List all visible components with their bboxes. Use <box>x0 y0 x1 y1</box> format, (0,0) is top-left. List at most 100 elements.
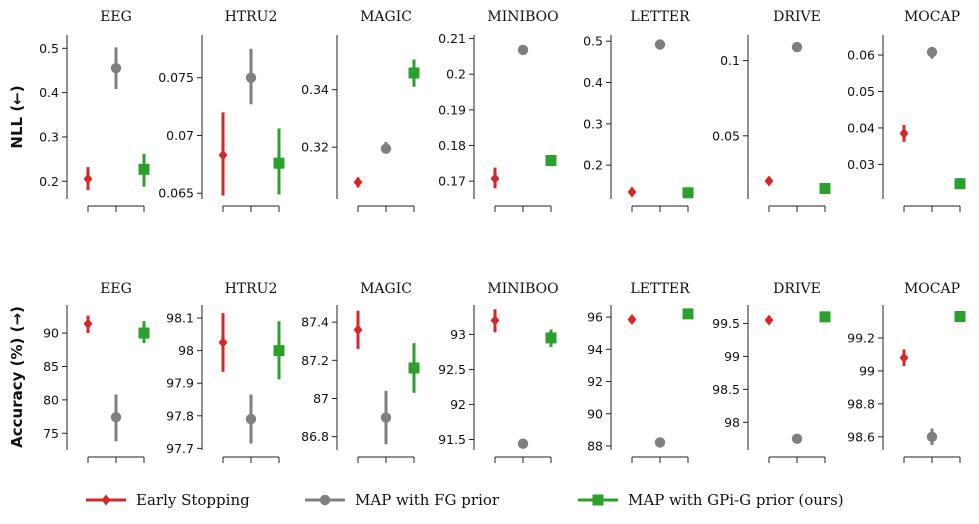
y-tick-label: 0.03 <box>847 157 875 172</box>
data-point <box>380 143 392 154</box>
panel-0-6: MOCAP 0.03 0.04 0.05 0.06 <box>847 9 966 212</box>
y-tick-label: 0.17 <box>438 174 466 189</box>
y-tick-label: 0.06 <box>847 48 875 63</box>
y-tick-label: 75 <box>43 426 59 441</box>
y-tick-label: 0.075 <box>158 70 194 85</box>
data-point <box>83 173 93 185</box>
data-point <box>764 175 774 187</box>
legend-marker <box>319 494 331 506</box>
data-point <box>490 173 500 185</box>
data-point <box>926 431 938 443</box>
y-tick-label: 0.05 <box>847 84 875 99</box>
data-point <box>926 46 938 58</box>
panel-title: MOCAP <box>904 9 960 25</box>
y-tick-label: 0.19 <box>438 102 466 117</box>
y-tick-label: 87.2 <box>301 353 329 368</box>
panel-title: DRIVE <box>773 9 821 25</box>
panel-title: MAGIC <box>360 9 412 25</box>
y-tick-label: 90 <box>43 326 59 341</box>
y-tick-label: 92.5 <box>438 362 466 377</box>
y-tick-label: 0.21 <box>438 31 466 46</box>
y-tick-label: 99.5 <box>712 316 740 331</box>
panel-title: MINIBOO <box>487 281 558 297</box>
data-point <box>218 149 228 161</box>
y-tick-label: 98 <box>178 343 194 358</box>
data-point <box>899 127 909 139</box>
panel-1-5: DRIVE 98 98.5 99 99.5 <box>712 281 831 463</box>
y-tick-label: 0.2 <box>583 158 603 173</box>
data-point <box>545 154 557 166</box>
data-point <box>682 308 694 320</box>
panel-1-4: LETTER 88 90 92 94 96 <box>587 281 694 463</box>
data-point <box>380 412 392 423</box>
data-point <box>110 63 122 74</box>
legend: Early Stopping MAP with FG prior MAP with … <box>86 491 844 509</box>
panel-1-1: HTRU2 97.7 97.8 97.9 98 98.1 <box>166 281 285 463</box>
y-tick-label: 0.2 <box>39 174 59 189</box>
data-point <box>273 157 285 169</box>
data-point <box>218 336 228 348</box>
data-point <box>791 41 803 53</box>
y-tick-label: 85 <box>43 359 59 374</box>
data-point <box>138 163 150 175</box>
data-point <box>654 39 666 50</box>
data-point <box>954 178 966 190</box>
row-label-nll: NLL (←) <box>8 85 26 148</box>
panel-1-6: MOCAP 98.6 98.8 99 99.2 <box>847 281 966 463</box>
panel-title: EEG <box>100 9 132 25</box>
data-point <box>791 433 803 444</box>
panel-title: LETTER <box>630 281 690 297</box>
panel-title: LETTER <box>630 9 690 25</box>
y-tick-label: 98 <box>724 415 740 430</box>
y-tick-label: 98.8 <box>847 396 875 411</box>
y-tick-label: 86.8 <box>301 429 329 444</box>
data-point <box>819 311 831 323</box>
panel-title: MINIBOO <box>487 9 558 25</box>
data-point <box>682 187 694 199</box>
y-tick-label: 99.2 <box>847 330 875 345</box>
legend-label: Early Stopping <box>136 491 250 509</box>
data-point <box>517 438 529 449</box>
y-tick-label: 97.7 <box>166 441 194 456</box>
y-tick-label: 0.2 <box>446 67 466 82</box>
panel-0-0: EEG 0.2 0.3 0.4 0.5 <box>39 9 150 212</box>
panel-title: DRIVE <box>773 281 821 297</box>
data-point <box>954 311 966 323</box>
y-tick-label: 0.3 <box>39 129 59 144</box>
y-tick-label: 96 <box>587 310 603 325</box>
data-point <box>408 67 420 79</box>
y-tick-label: 0.32 <box>301 140 329 155</box>
data-point <box>83 318 93 330</box>
data-point <box>899 352 909 364</box>
panel-title: HTRU2 <box>225 9 278 25</box>
data-point <box>654 437 666 448</box>
y-tick-label: 0.18 <box>438 138 466 153</box>
y-tick-label: 0.34 <box>301 82 329 97</box>
panel-title: EEG <box>100 281 132 297</box>
legend-label: MAP with FG prior <box>355 491 500 509</box>
data-point <box>764 314 774 326</box>
panel-0-5: DRIVE 0.05 0.1 <box>712 9 831 212</box>
y-tick-label: 97.9 <box>166 376 194 391</box>
legend-label: MAP with GPi-G prior (ours) <box>628 491 844 509</box>
y-tick-label: 87 <box>313 391 329 406</box>
data-point <box>138 327 150 339</box>
y-tick-label: 94 <box>587 342 603 357</box>
data-point <box>408 362 420 374</box>
data-point <box>627 186 637 198</box>
y-tick-label: 93 <box>450 327 466 342</box>
y-tick-label: 88 <box>587 438 603 453</box>
y-tick-label: 98.6 <box>847 429 875 444</box>
panel-title: MAGIC <box>360 281 412 297</box>
data-point <box>273 345 285 357</box>
data-point <box>627 314 637 325</box>
y-tick-label: 0.3 <box>583 116 603 131</box>
panel-0-1: HTRU2 0.065 0.07 0.075 <box>158 9 285 212</box>
y-tick-label: 0.5 <box>39 41 59 56</box>
data-point <box>819 182 831 194</box>
data-point <box>245 413 257 425</box>
data-point <box>353 176 363 188</box>
data-point <box>545 332 557 344</box>
panel-0-3: MINIBOO 0.17 0.18 0.19 0.2 0.21 <box>438 9 559 212</box>
